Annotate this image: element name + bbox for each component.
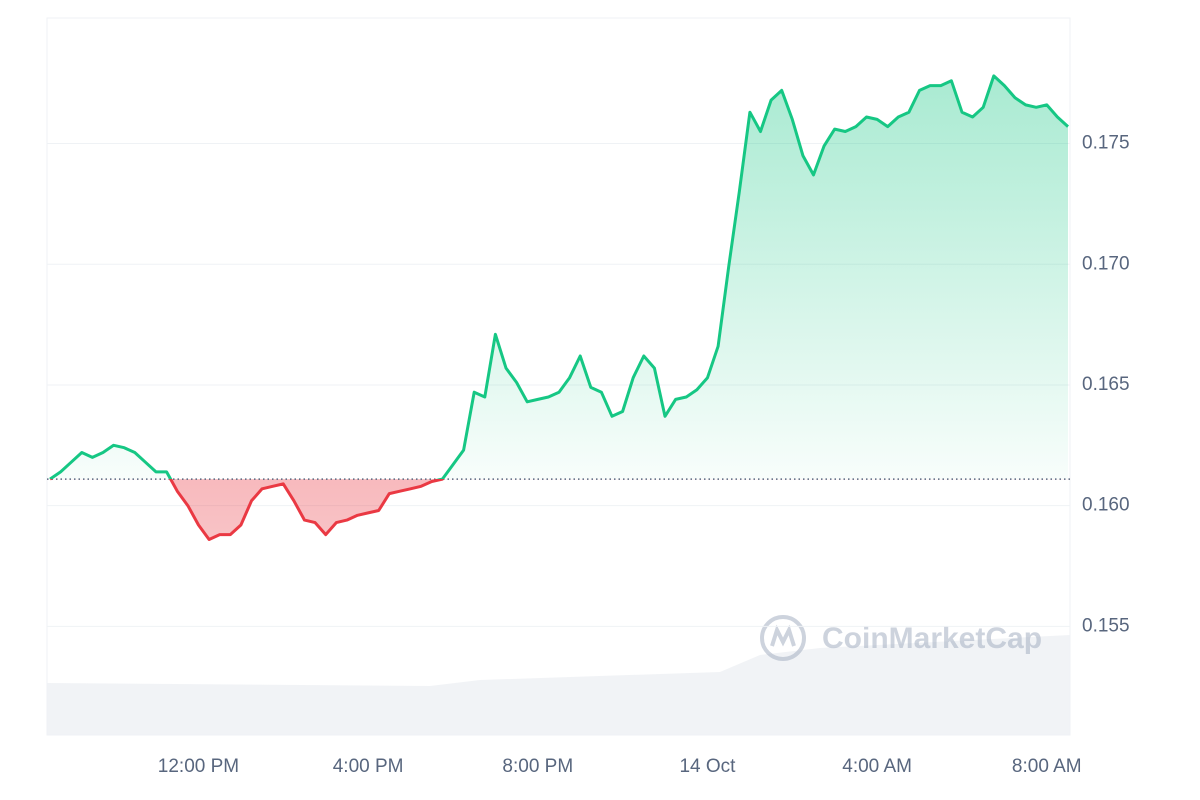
y-tick-label: 0.170: [1082, 253, 1130, 274]
y-tick-label: 0.160: [1082, 495, 1130, 516]
watermark: CoinMarketCap: [760, 615, 1042, 661]
x-tick-label: 14 Oct: [679, 756, 736, 777]
x-tick-label: 4:00 AM: [842, 756, 912, 777]
y-tick-label: 0.165: [1082, 374, 1130, 395]
watermark-logo-m: [770, 624, 796, 647]
watermark-logo: [760, 615, 806, 661]
y-tick-label: 0.175: [1082, 133, 1130, 154]
x-tick-label: 12:00 PM: [158, 756, 239, 777]
x-tick-label: 4:00 PM: [333, 756, 404, 777]
watermark-text: CoinMarketCap: [822, 622, 1042, 655]
price-area: [50, 75, 1068, 540]
x-tick-label: 8:00 AM: [1012, 756, 1082, 777]
price-line: [49, 74, 1070, 541]
x-tick-label: 8:00 PM: [502, 756, 573, 777]
volume-area: [47, 635, 1070, 735]
y-tick-label: 0.155: [1082, 615, 1130, 636]
